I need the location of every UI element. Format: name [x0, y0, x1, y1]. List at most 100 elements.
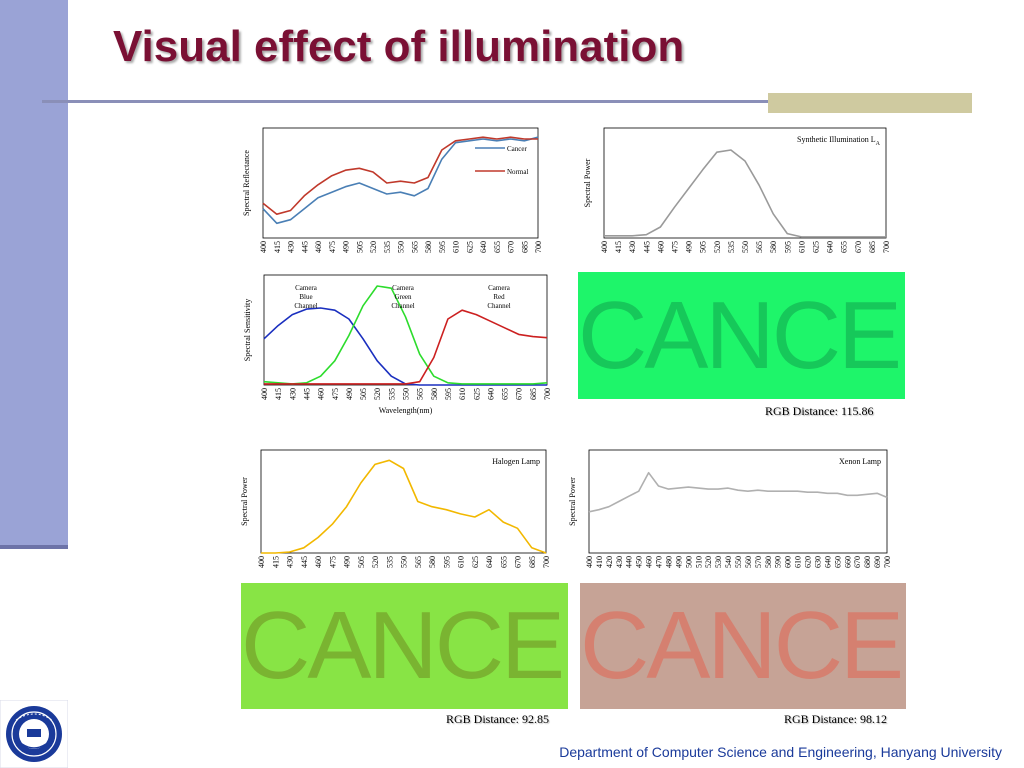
x-tick-label: 490 [343, 556, 352, 568]
x-tick-label: 400 [257, 556, 266, 568]
x-tick-label: 655 [501, 388, 510, 400]
x-tick-label: 550 [734, 556, 743, 568]
xenon-lamp-chart: 400 410 420 430 440 450 460 470 480 490 500 510 520 5… [568, 449, 892, 568]
rgb-distance-label: RGB Distance: 92.85 [446, 712, 549, 726]
x-tick-label: 490 [342, 241, 351, 253]
series-label-1: Camera [295, 284, 318, 292]
legend-label-1: Cancer [507, 145, 527, 153]
y-axis-label: Spectral Sensitivity [243, 299, 252, 361]
x-tick-label: 680 [863, 556, 872, 568]
y-axis-label: Spectral Power [240, 477, 249, 526]
x-tick-label: 690 [873, 556, 882, 568]
y-axis-label: Spectral Power [568, 477, 577, 526]
x-tick-label: 490 [674, 556, 683, 568]
x-tick-label: 685 [529, 388, 538, 400]
x-tick-label: 445 [300, 556, 309, 568]
x-tick-label: 475 [331, 388, 340, 400]
x-tick-label: 445 [300, 241, 309, 253]
x-tick-label: 410 [595, 556, 604, 568]
series-line-1 [261, 459, 547, 554]
x-tick-label: 550 [400, 556, 409, 568]
sidebar-decoration [0, 0, 68, 548]
x-tick-label: 610 [797, 241, 806, 253]
plot-frame [588, 449, 888, 554]
x-tick-label: 535 [387, 388, 396, 400]
x-tick-label: 450 [635, 556, 644, 568]
x-tick-label: 640 [823, 556, 832, 568]
sidebar-edge-line [0, 545, 68, 549]
x-tick-label: 460 [656, 241, 665, 253]
x-tick-label: 445 [642, 241, 651, 253]
series-line-1 [588, 471, 888, 513]
x-tick-label: 460 [645, 556, 654, 568]
x-tick-label: 655 [499, 556, 508, 568]
x-tick-label: 565 [755, 241, 764, 253]
x-tick-label: 420 [605, 556, 614, 568]
reflectance-chart: 400 415 430 445 460 475 490 505 520 535 550 565 580 5… [242, 127, 543, 253]
slide-title: Visual effect of illumination [113, 22, 685, 71]
x-tick-label: 640 [479, 241, 488, 253]
x-tick-label: 440 [625, 556, 634, 568]
chart-annotation: Halogen Lamp [492, 457, 540, 466]
x-tick-label: 475 [328, 556, 337, 568]
x-tick-label: 670 [515, 388, 524, 400]
series-label-1: Blue [299, 293, 312, 301]
plot-frame [603, 127, 887, 239]
x-tick-label: 535 [385, 556, 394, 568]
x-tick-label: 565 [414, 556, 423, 568]
x-tick-label: 650 [833, 556, 842, 568]
x-tick-label: 510 [694, 556, 703, 568]
x-tick-label: 505 [359, 388, 368, 400]
x-tick-label: 430 [287, 241, 296, 253]
halogen-lamp-chart: 400 415 430 445 460 475 490 505 520 535 550 565 580 5… [240, 449, 551, 568]
x-tick-label: 505 [699, 241, 708, 253]
x-tick-label: 540 [724, 556, 733, 568]
x-tick-label: 530 [714, 556, 723, 568]
x-tick-label: 700 [543, 388, 552, 400]
x-tick-label: 415 [271, 556, 280, 568]
x-tick-label: 700 [534, 241, 543, 253]
x-tick-label: 475 [671, 241, 680, 253]
x-tick-label: 430 [615, 556, 624, 568]
series-label-2: Camera [392, 284, 415, 292]
university-seal-logo [0, 700, 68, 768]
x-tick-label: 415 [274, 388, 283, 400]
x-tick-label: 430 [286, 556, 295, 568]
camera-sensitivity-chart: 400 415 430 445 460 475 490 505 520 535 550 565 580 5… [243, 274, 552, 415]
x-tick-label: 620 [804, 556, 813, 568]
x-tick-label: 500 [684, 556, 693, 568]
x-tick-label: 460 [314, 556, 323, 568]
series-label-2: Channel [391, 302, 414, 310]
x-tick-label: 430 [288, 388, 297, 400]
x-tick-label: 550 [741, 241, 750, 253]
x-tick-label: 625 [812, 241, 821, 253]
x-tick-label: 550 [402, 388, 411, 400]
x-tick-label: 660 [843, 556, 852, 568]
x-tick-label: 595 [783, 241, 792, 253]
x-tick-label: 595 [442, 556, 451, 568]
x-tick-label: 570 [754, 556, 763, 568]
x-tick-label: 560 [744, 556, 753, 568]
x-tick-label: 415 [273, 241, 282, 253]
synthetic-illumination-chart: 400 415 430 445 460 475 490 505 520 535 550 565 580 5… [583, 127, 891, 253]
x-tick-label: 580 [430, 388, 439, 400]
x-tick-label: 610 [452, 241, 461, 253]
series-label-3: Channel [487, 302, 510, 310]
series-line-1 [604, 149, 886, 238]
x-tick-label: 580 [424, 241, 433, 253]
x-tick-label: 520 [713, 241, 722, 253]
x-tick-label: 625 [471, 556, 480, 568]
rgb-distance-label: RGB Distance: 115.86 [765, 404, 874, 418]
x-tick-label: 625 [472, 388, 481, 400]
footer-department: Department of Computer Science and Engin… [559, 744, 1002, 760]
x-tick-label: 400 [600, 241, 609, 253]
title-rule [42, 100, 972, 103]
x-tick-label: 400 [585, 556, 594, 568]
x-tick-label: 430 [628, 241, 637, 253]
x-tick-label: 600 [784, 556, 793, 568]
x-tick-label: 565 [410, 241, 419, 253]
y-axis-label: Spectral Reflectance [242, 150, 251, 216]
x-tick-label: 520 [704, 556, 713, 568]
x-tick-label: 535 [383, 241, 392, 253]
